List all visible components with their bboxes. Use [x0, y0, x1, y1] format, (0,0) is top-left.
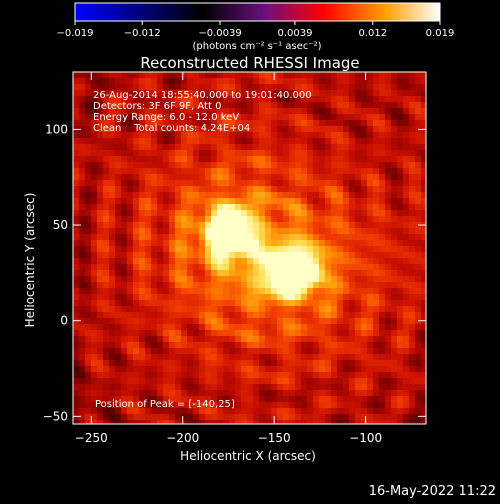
colorbar-tick-label: 0.0039 — [277, 28, 312, 39]
colorbar-tick-label: 0.012 — [358, 28, 387, 39]
annotation-time-range: 26-Aug-2014 18:55:40.000 to 19:01:40.000 — [93, 90, 312, 101]
annotation-method: Clean Total counts: 4.24E+04 — [93, 123, 250, 134]
x-axis-label: Heliocentric X (arcsec) — [180, 449, 316, 463]
x-tick-label: −150 — [258, 431, 291, 445]
y-tick-label: 0 — [60, 314, 68, 328]
axis-ticks: −250 −200 −150 −100 −50 0 50 100 — [43, 72, 426, 445]
info-annotations: 26-Aug-2014 18:55:40.000 to 19:01:40.000… — [93, 90, 312, 410]
footer-date: 16-May-2022 11:22 — [369, 484, 496, 499]
colorbar-tick-label: −0.012 — [124, 28, 161, 39]
x-tick-label: −100 — [349, 431, 382, 445]
annotation-peak-position: Position of Peak = [-140,25] — [95, 399, 235, 410]
chart-title: Reconstructed RHESSI Image — [140, 54, 359, 72]
colorbar: −0.019 −0.012 −0.0039 0.0039 0.012 0.019 (pho… — [56, 2, 455, 52]
y-axis-label: Heliocentric Y (arcsec) — [23, 193, 37, 328]
heatmap-image — [73, 72, 426, 424]
colorbar-gradient — [74, 2, 441, 22]
plot-frame — [72, 71, 427, 425]
colorbar-unit-label: (photons cm⁻² s⁻¹ asec⁻²) — [192, 41, 321, 52]
colorbar-tick-label: −0.019 — [56, 28, 93, 39]
y-tick-label: 50 — [53, 218, 68, 232]
x-tick-label: −200 — [166, 431, 199, 445]
colorbar-tick-label: 0.019 — [426, 28, 455, 39]
x-tick-label: −250 — [75, 431, 108, 445]
y-tick-label: −50 — [43, 409, 68, 423]
annotation-detectors: Detectors: 3F 6F 9F, Att 0 — [93, 101, 221, 112]
y-tick-label: 100 — [45, 122, 68, 136]
annotation-energy: Energy Range: 6.0 - 12.0 keV — [93, 112, 239, 123]
colorbar-tick-label: −0.0039 — [198, 28, 241, 39]
